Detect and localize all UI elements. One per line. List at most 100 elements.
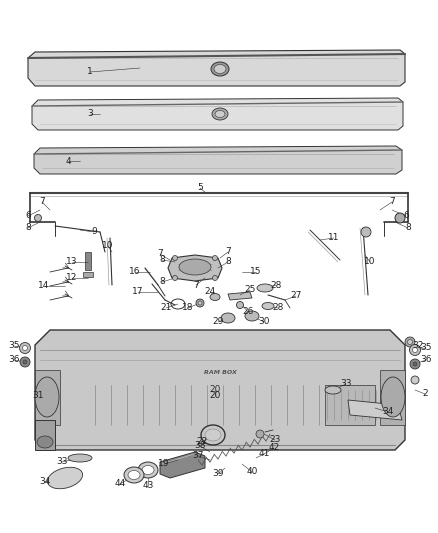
Circle shape [395, 213, 405, 223]
Text: 8: 8 [225, 257, 231, 266]
Ellipse shape [35, 377, 59, 417]
Ellipse shape [325, 386, 341, 394]
Ellipse shape [221, 313, 235, 323]
Ellipse shape [138, 462, 158, 478]
Text: 18: 18 [182, 303, 194, 312]
Text: 13: 13 [66, 257, 78, 266]
Text: 8: 8 [159, 255, 165, 264]
Text: 30: 30 [258, 318, 270, 327]
Polygon shape [32, 98, 403, 130]
Ellipse shape [124, 467, 144, 483]
Polygon shape [160, 452, 205, 478]
Circle shape [22, 345, 28, 351]
Circle shape [237, 302, 244, 309]
Text: 6: 6 [25, 212, 31, 221]
Text: 36: 36 [8, 356, 20, 365]
Text: 24: 24 [205, 287, 215, 296]
Ellipse shape [37, 436, 53, 448]
Text: 25: 25 [244, 286, 256, 295]
Text: 8: 8 [25, 223, 31, 232]
Ellipse shape [211, 62, 229, 76]
Text: 43: 43 [142, 481, 154, 490]
Text: 7: 7 [193, 280, 199, 289]
Polygon shape [228, 292, 252, 300]
Circle shape [212, 276, 218, 280]
Text: 39: 39 [212, 470, 224, 479]
Text: 8: 8 [405, 223, 411, 232]
Text: 7: 7 [389, 198, 395, 206]
Circle shape [20, 357, 30, 367]
Text: 29: 29 [212, 318, 224, 327]
Ellipse shape [212, 108, 228, 120]
Text: 35: 35 [420, 343, 432, 352]
Text: 36: 36 [420, 356, 432, 365]
Ellipse shape [262, 303, 274, 310]
Polygon shape [35, 370, 60, 425]
Text: 2: 2 [422, 390, 428, 399]
Ellipse shape [210, 294, 220, 301]
Polygon shape [35, 420, 55, 450]
Text: 6: 6 [403, 212, 409, 221]
Ellipse shape [214, 64, 226, 74]
Text: RAM BOX: RAM BOX [204, 369, 237, 375]
Polygon shape [168, 255, 222, 281]
Circle shape [198, 301, 202, 305]
Ellipse shape [179, 259, 211, 275]
Text: 20: 20 [209, 385, 221, 394]
Text: 8: 8 [159, 278, 165, 287]
Ellipse shape [47, 467, 83, 489]
Text: 5: 5 [197, 183, 203, 192]
Bar [85, 252, 91, 270]
Text: 26: 26 [242, 308, 254, 317]
Polygon shape [28, 50, 405, 86]
Ellipse shape [245, 311, 259, 321]
Text: 19: 19 [158, 459, 170, 469]
Circle shape [173, 276, 177, 280]
Text: 23: 23 [269, 435, 281, 445]
Text: 31: 31 [32, 392, 44, 400]
Text: 21: 21 [160, 303, 172, 312]
Text: 28: 28 [272, 303, 284, 312]
Text: 15: 15 [250, 268, 262, 277]
Text: 28: 28 [270, 280, 282, 289]
Ellipse shape [381, 377, 405, 417]
Text: 34: 34 [39, 478, 51, 487]
Circle shape [212, 255, 218, 261]
Circle shape [405, 337, 415, 347]
Ellipse shape [128, 471, 140, 480]
Circle shape [173, 255, 177, 261]
Polygon shape [35, 330, 405, 450]
Circle shape [196, 299, 204, 307]
Text: 14: 14 [38, 281, 49, 290]
Circle shape [407, 340, 413, 344]
Ellipse shape [205, 429, 221, 441]
Bar [83, 272, 93, 277]
Text: 1: 1 [87, 68, 93, 77]
Text: 27: 27 [290, 292, 302, 301]
Circle shape [413, 362, 417, 366]
Text: 10: 10 [364, 257, 376, 266]
Text: 12: 12 [66, 273, 78, 282]
Text: 20: 20 [209, 392, 221, 400]
Text: 7: 7 [39, 198, 45, 206]
Text: 42: 42 [268, 443, 279, 453]
Text: 10: 10 [102, 241, 114, 251]
Text: 38: 38 [194, 441, 206, 450]
Text: 22: 22 [196, 438, 208, 447]
Text: 3: 3 [87, 109, 93, 118]
Circle shape [413, 348, 417, 352]
Circle shape [20, 343, 31, 353]
Circle shape [361, 227, 371, 237]
Circle shape [256, 430, 264, 438]
Text: 7: 7 [157, 249, 163, 259]
Text: 37: 37 [192, 451, 204, 461]
Circle shape [23, 360, 27, 364]
Circle shape [410, 344, 420, 356]
Polygon shape [348, 400, 402, 420]
Text: 44: 44 [114, 480, 126, 489]
Polygon shape [325, 385, 375, 425]
Circle shape [35, 214, 42, 222]
Ellipse shape [215, 110, 225, 117]
Text: 16: 16 [129, 268, 141, 277]
Text: 33: 33 [340, 379, 352, 389]
